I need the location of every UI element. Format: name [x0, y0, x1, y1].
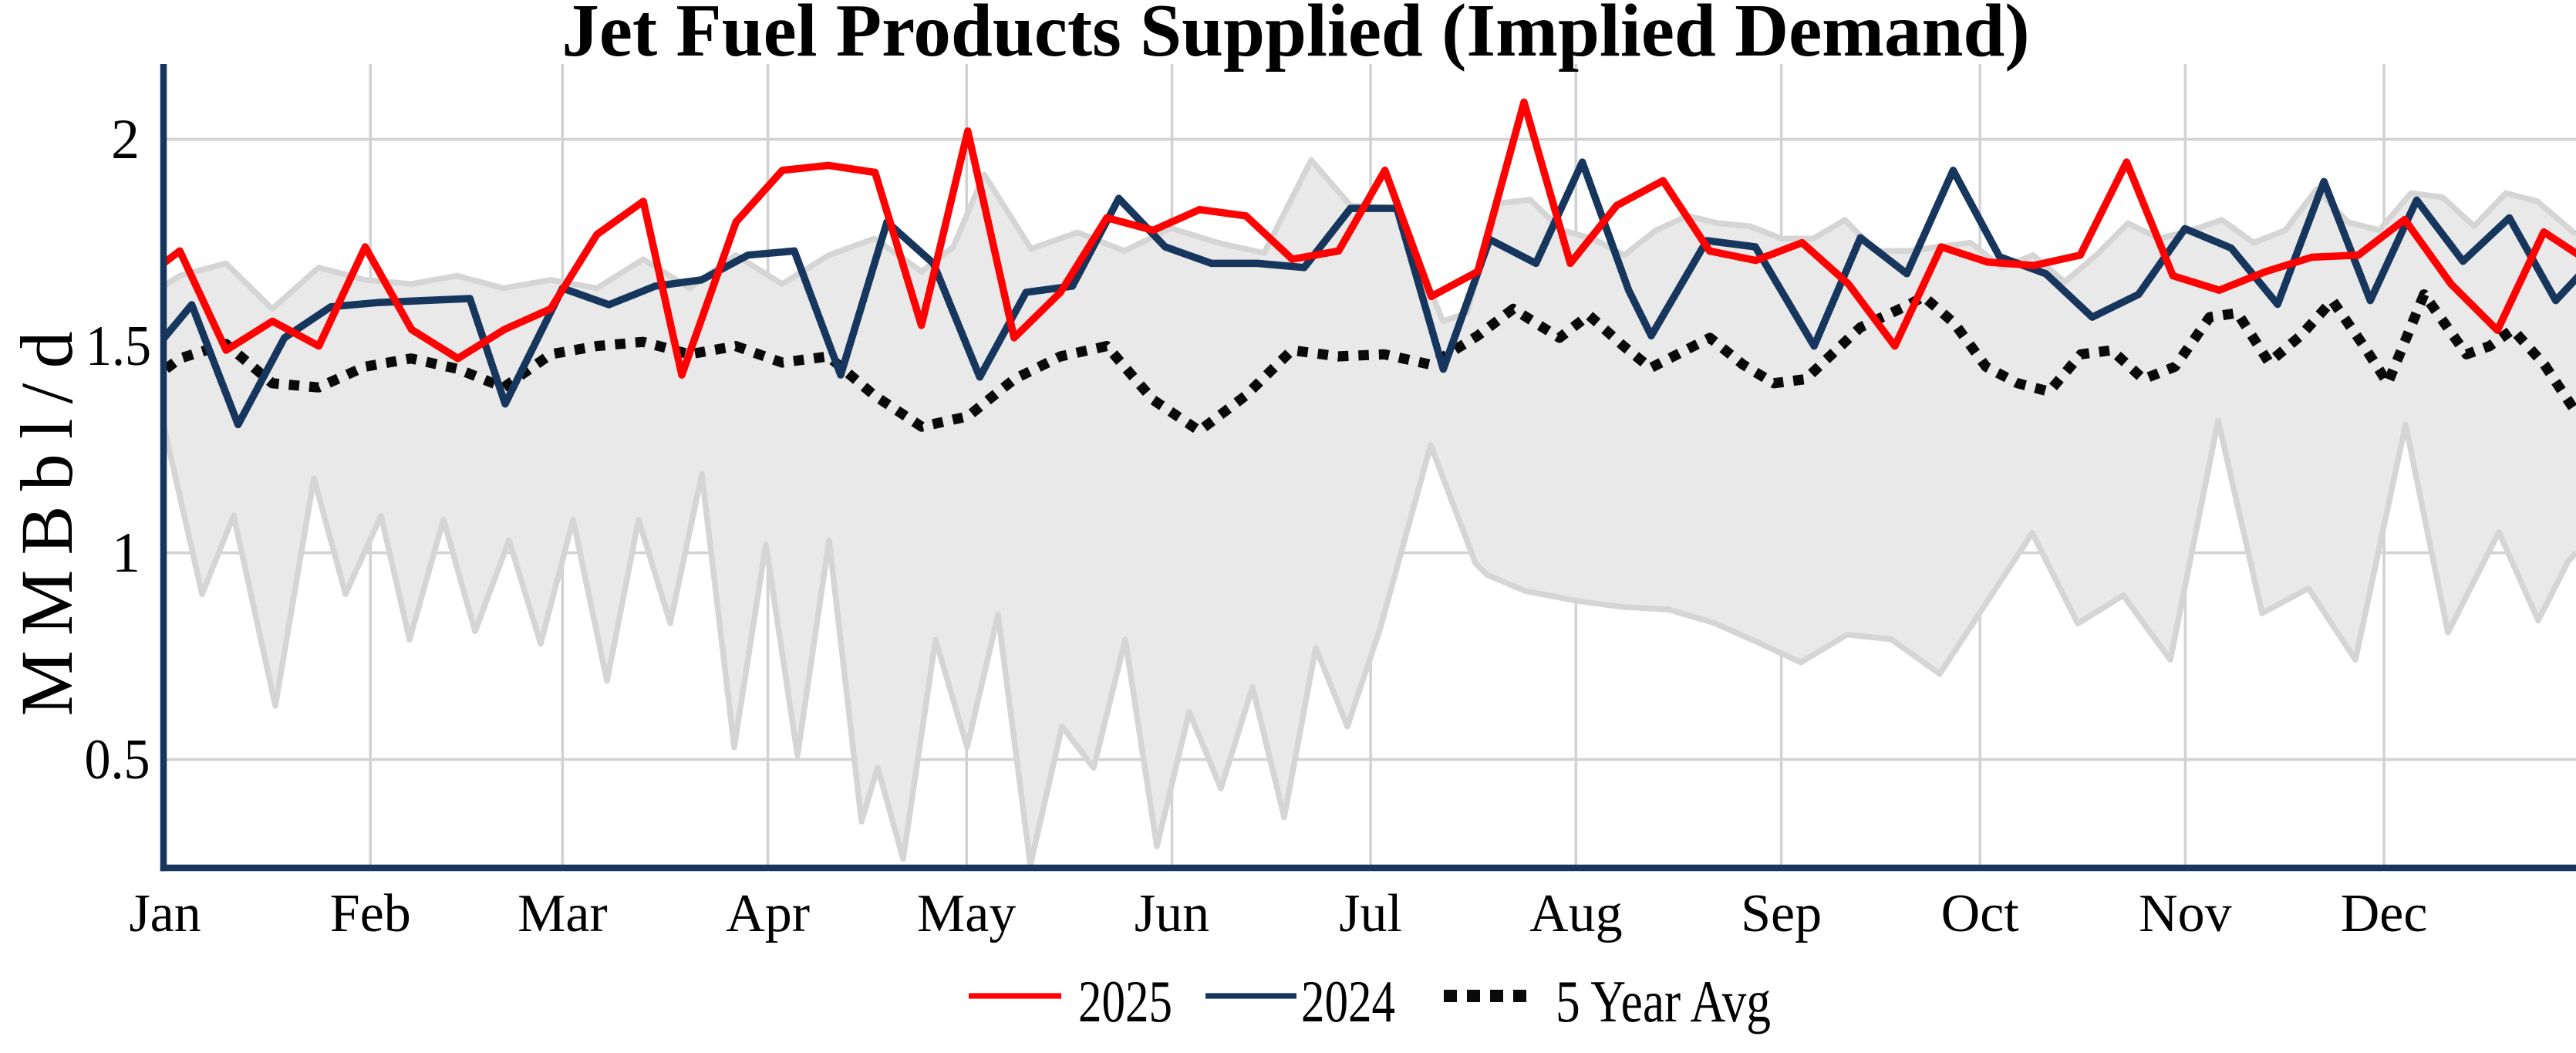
- svg-text:Mar: Mar: [518, 884, 608, 943]
- svg-text:Jet Fuel Products Supplied (Im: Jet Fuel Products Supplied (Implied Dema…: [561, 0, 2029, 72]
- svg-text:Jun: Jun: [1135, 884, 1209, 943]
- svg-text:Oct: Oct: [1941, 884, 2020, 943]
- svg-text:Jul: Jul: [1339, 884, 1402, 943]
- svg-text:Feb: Feb: [330, 884, 411, 943]
- svg-text:2025: 2025: [1078, 968, 1172, 1034]
- svg-text:2024: 2024: [1301, 968, 1395, 1034]
- svg-text:Sep: Sep: [1741, 884, 1822, 943]
- svg-text:0.5: 0.5: [85, 728, 150, 791]
- svg-text:Dec: Dec: [2341, 884, 2428, 943]
- svg-text:5 Year Avg: 5 Year Avg: [1556, 968, 1771, 1034]
- svg-text:1.5: 1.5: [86, 315, 151, 378]
- svg-text:MMBbl/d: MMBbl/d: [5, 332, 88, 717]
- svg-text:2: 2: [111, 108, 140, 171]
- svg-text:Aug: Aug: [1529, 884, 1623, 943]
- svg-text:May: May: [917, 884, 1016, 943]
- svg-text:Jan: Jan: [129, 884, 201, 943]
- svg-text:Nov: Nov: [2139, 884, 2232, 943]
- svg-text:Apr: Apr: [726, 884, 810, 943]
- svg-text:1: 1: [112, 521, 140, 585]
